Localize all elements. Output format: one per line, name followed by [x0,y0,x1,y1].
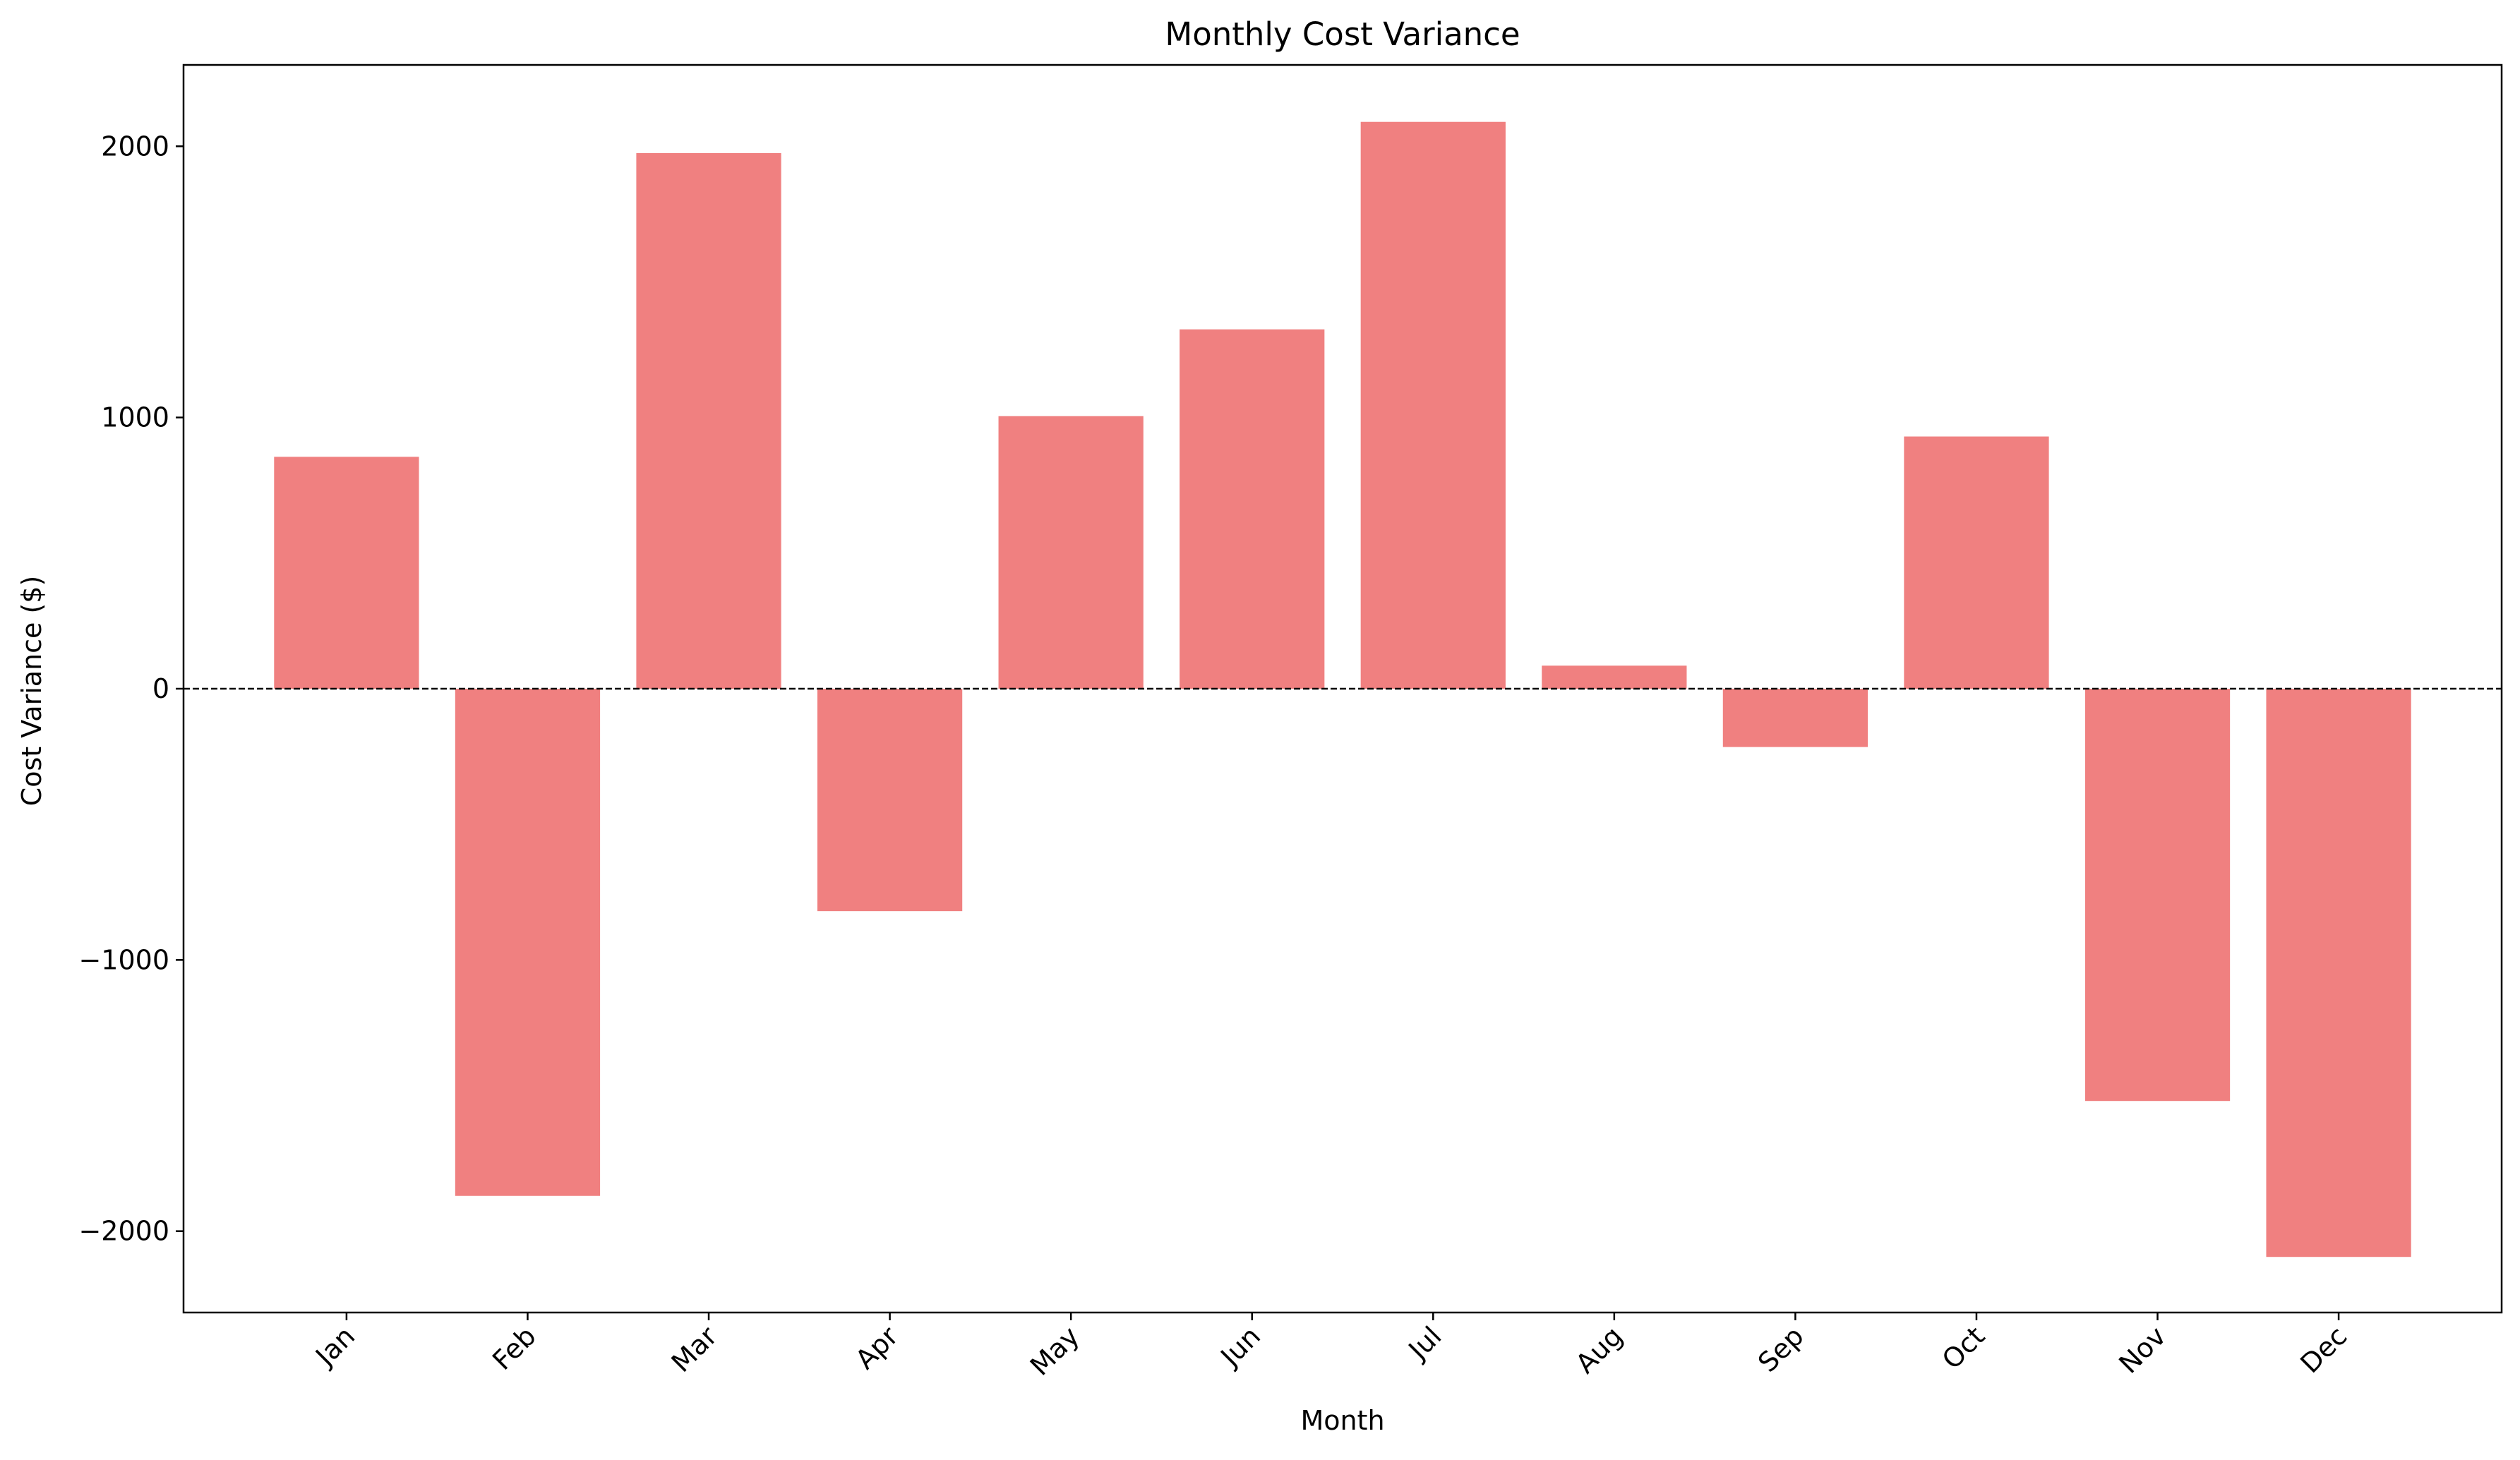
x-tick-label-dec: Dec [2294,1320,2353,1379]
bar-nov [2084,689,2231,1102]
x-tick-label-mar: Mar [666,1320,724,1378]
bar-jun [1180,329,1325,689]
x-tick-label-feb: Feb [486,1320,542,1376]
bar-apr [817,689,963,912]
x-tick-label-sep: Sep [1752,1320,1810,1378]
y-tick-label: 1000 [101,402,169,433]
chart-title: Monthly Cost Variance [1165,16,1520,53]
y-tick-label: −1000 [78,944,169,975]
y-tick-label: 0 [152,673,169,704]
x-tick-label-jun: Jun [1214,1320,1267,1373]
y-axis-label: Cost Variance ($) [16,576,47,807]
bar-dec [2266,689,2411,1257]
x-tick-label-jul: Jul [1402,1320,1448,1366]
x-tick-label-oct: Oct [1936,1320,1991,1375]
x-tick-label-aug: Aug [1570,1320,1629,1380]
bar-jan [274,457,419,689]
bar-feb [455,689,601,1196]
y-tick-label: 2000 [101,131,169,162]
bars-layer [274,121,2411,1257]
x-tick-label-apr: Apr [849,1320,904,1375]
bar-oct [1904,436,2049,689]
x-tick-label-jan: Jan [308,1320,361,1372]
bar-jul [1360,121,1506,689]
bar-sep [1722,689,1868,747]
bar-may [998,416,1144,689]
bar-mar [636,152,781,689]
y-axis: −2000 −1000 0 1000 2000 [78,131,184,1247]
x-tick-label-nov: Nov [2113,1320,2172,1380]
plot-frame [182,64,2503,1314]
x-axis-label: Month [1300,1405,1384,1436]
x-tick-label-may: May [1024,1320,1086,1382]
bar-aug [1542,665,1687,689]
x-axis: Jan Feb Mar Apr May Jun Jul Aug Sep Oct Nov Dec [308,1313,2353,1382]
y-tick-label: −2000 [78,1216,169,1247]
